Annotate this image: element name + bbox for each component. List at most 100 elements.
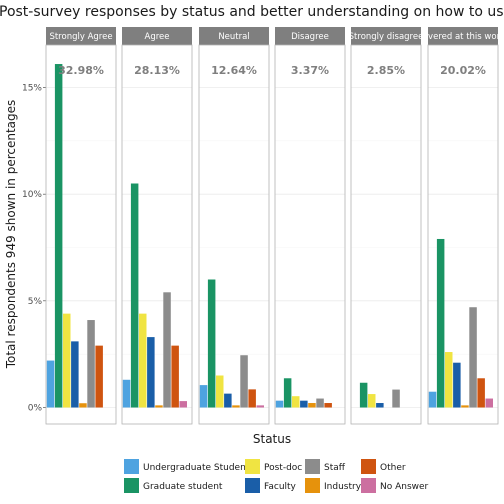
bar-post-doc [368,394,376,408]
facet-strip [199,27,269,45]
bar-faculty [453,362,461,408]
facet-strip [46,27,116,45]
bar-undergraduate-student [275,400,284,408]
facet-strip-label: Neutral [218,32,249,42]
facet-total-label: 20.02% [440,64,486,77]
facet-strip-label: Strongly Agree [49,32,112,42]
bar-industry [232,405,240,408]
facet-panel: Disagree 3.37% [274,27,346,425]
bar-industry [155,405,163,408]
panel-border [45,44,117,425]
bar-industry [79,403,87,408]
legend-item: Faculty [245,478,297,493]
y-tick-label: 0% [28,404,43,414]
y-axis-ticks: 0% 5% 10% 15% [22,84,46,414]
bar-industry [308,403,316,408]
bar-post-doc [139,313,147,408]
facet-strip-label: Strongly disagree [349,32,424,42]
bar-faculty [300,400,308,408]
legend-swatch [124,459,139,474]
y-axis-title: Total respondents 949 shown in percentag… [4,100,18,370]
facet-panel: Not covered at this workshop 20.02% [401,27,504,425]
legend-item: Other [361,459,406,474]
bar-post-doc [445,352,453,408]
legend-item: Graduate student [124,478,223,493]
bar-staff [316,398,324,408]
bar-graduate-student [359,382,368,408]
bar-post-doc [216,375,224,408]
legend-swatch [305,459,320,474]
facet-strip [428,27,498,45]
facet-panel: Agree 28.13% [121,27,193,425]
bar-faculty [376,403,384,408]
bar-staff [87,320,95,408]
bar-no-answer [179,401,187,408]
bar-post-doc [292,396,300,408]
panel-border [274,44,346,425]
bar-undergraduate-student [122,379,131,408]
legend-label: Staff [324,463,346,473]
bar-other [95,345,103,408]
facet-strip [122,27,192,45]
facet-total-label: 28.13% [134,64,180,77]
facet-strip [275,27,345,45]
legend-swatch [361,478,376,493]
facet-strip [351,27,421,45]
facet-panel: Strongly Agree 32.98% [45,27,117,425]
bar-other [248,389,256,408]
panel-border [121,44,193,425]
x-axis-title: Status [253,432,291,446]
legend-swatch [245,478,260,493]
facet-panel: Strongly disagree 2.85% [349,27,424,425]
facet-total-label: 2.85% [367,64,405,77]
facet-strip-label: Agree [145,32,170,42]
legend-item: Undergraduate Student [124,459,250,474]
y-tick-label: 15% [22,84,42,94]
legend-swatch [361,459,376,474]
legend-label: No Answer [380,482,429,492]
bar-staff [392,389,400,408]
bar-no-answer [256,405,264,408]
legend-label: Undergraduate Student [143,463,250,473]
legend-item: Staff [305,459,346,474]
bar-other [171,345,179,408]
bar-staff [240,355,248,408]
facet-panel: Neutral 12.64% [198,27,270,425]
legend-swatch [245,459,260,474]
legend-swatch [305,478,320,493]
bar-faculty [147,337,155,408]
legend-label: Other [380,463,406,473]
bar-post-doc [63,313,71,408]
bar-undergraduate-student [428,391,437,408]
legend-swatch [124,478,139,493]
legend: Undergraduate Student Graduate student Pos… [124,459,429,493]
bar-staff [469,307,477,408]
facet-total-label: 3.37% [291,64,329,77]
legend-label: Post-doc [264,463,302,473]
bar-other [477,378,485,408]
facet-panels: Strongly Agree 32.98% Agree 28.13% Neutral 12… [45,27,504,425]
facet-strip-label: Disagree [291,32,329,42]
bar-faculty [224,393,232,408]
panel-border [350,44,422,425]
facet-total-label: 32.98% [58,64,104,77]
bar-graduate-student [130,183,139,408]
facet-strip-label: Not covered at this workshop [401,32,504,42]
legend-label: Graduate student [143,482,223,492]
legend-label: Faculty [264,482,297,492]
bar-faculty [71,341,79,408]
y-tick-label: 5% [28,297,43,307]
bar-undergraduate-student [46,360,55,408]
panel-border [198,44,270,425]
facet-total-label: 12.64% [211,64,257,77]
legend-item: No Answer [361,478,429,493]
bar-staff [163,292,171,408]
bar-no-answer [485,398,493,408]
bar-graduate-student [207,279,216,408]
bar-graduate-student [54,64,63,408]
bar-undergraduate-student [199,385,208,408]
chart-title: Post-survey responses by status and bett… [0,4,504,20]
bar-graduate-student [436,238,445,408]
bar-graduate-student [283,378,292,408]
